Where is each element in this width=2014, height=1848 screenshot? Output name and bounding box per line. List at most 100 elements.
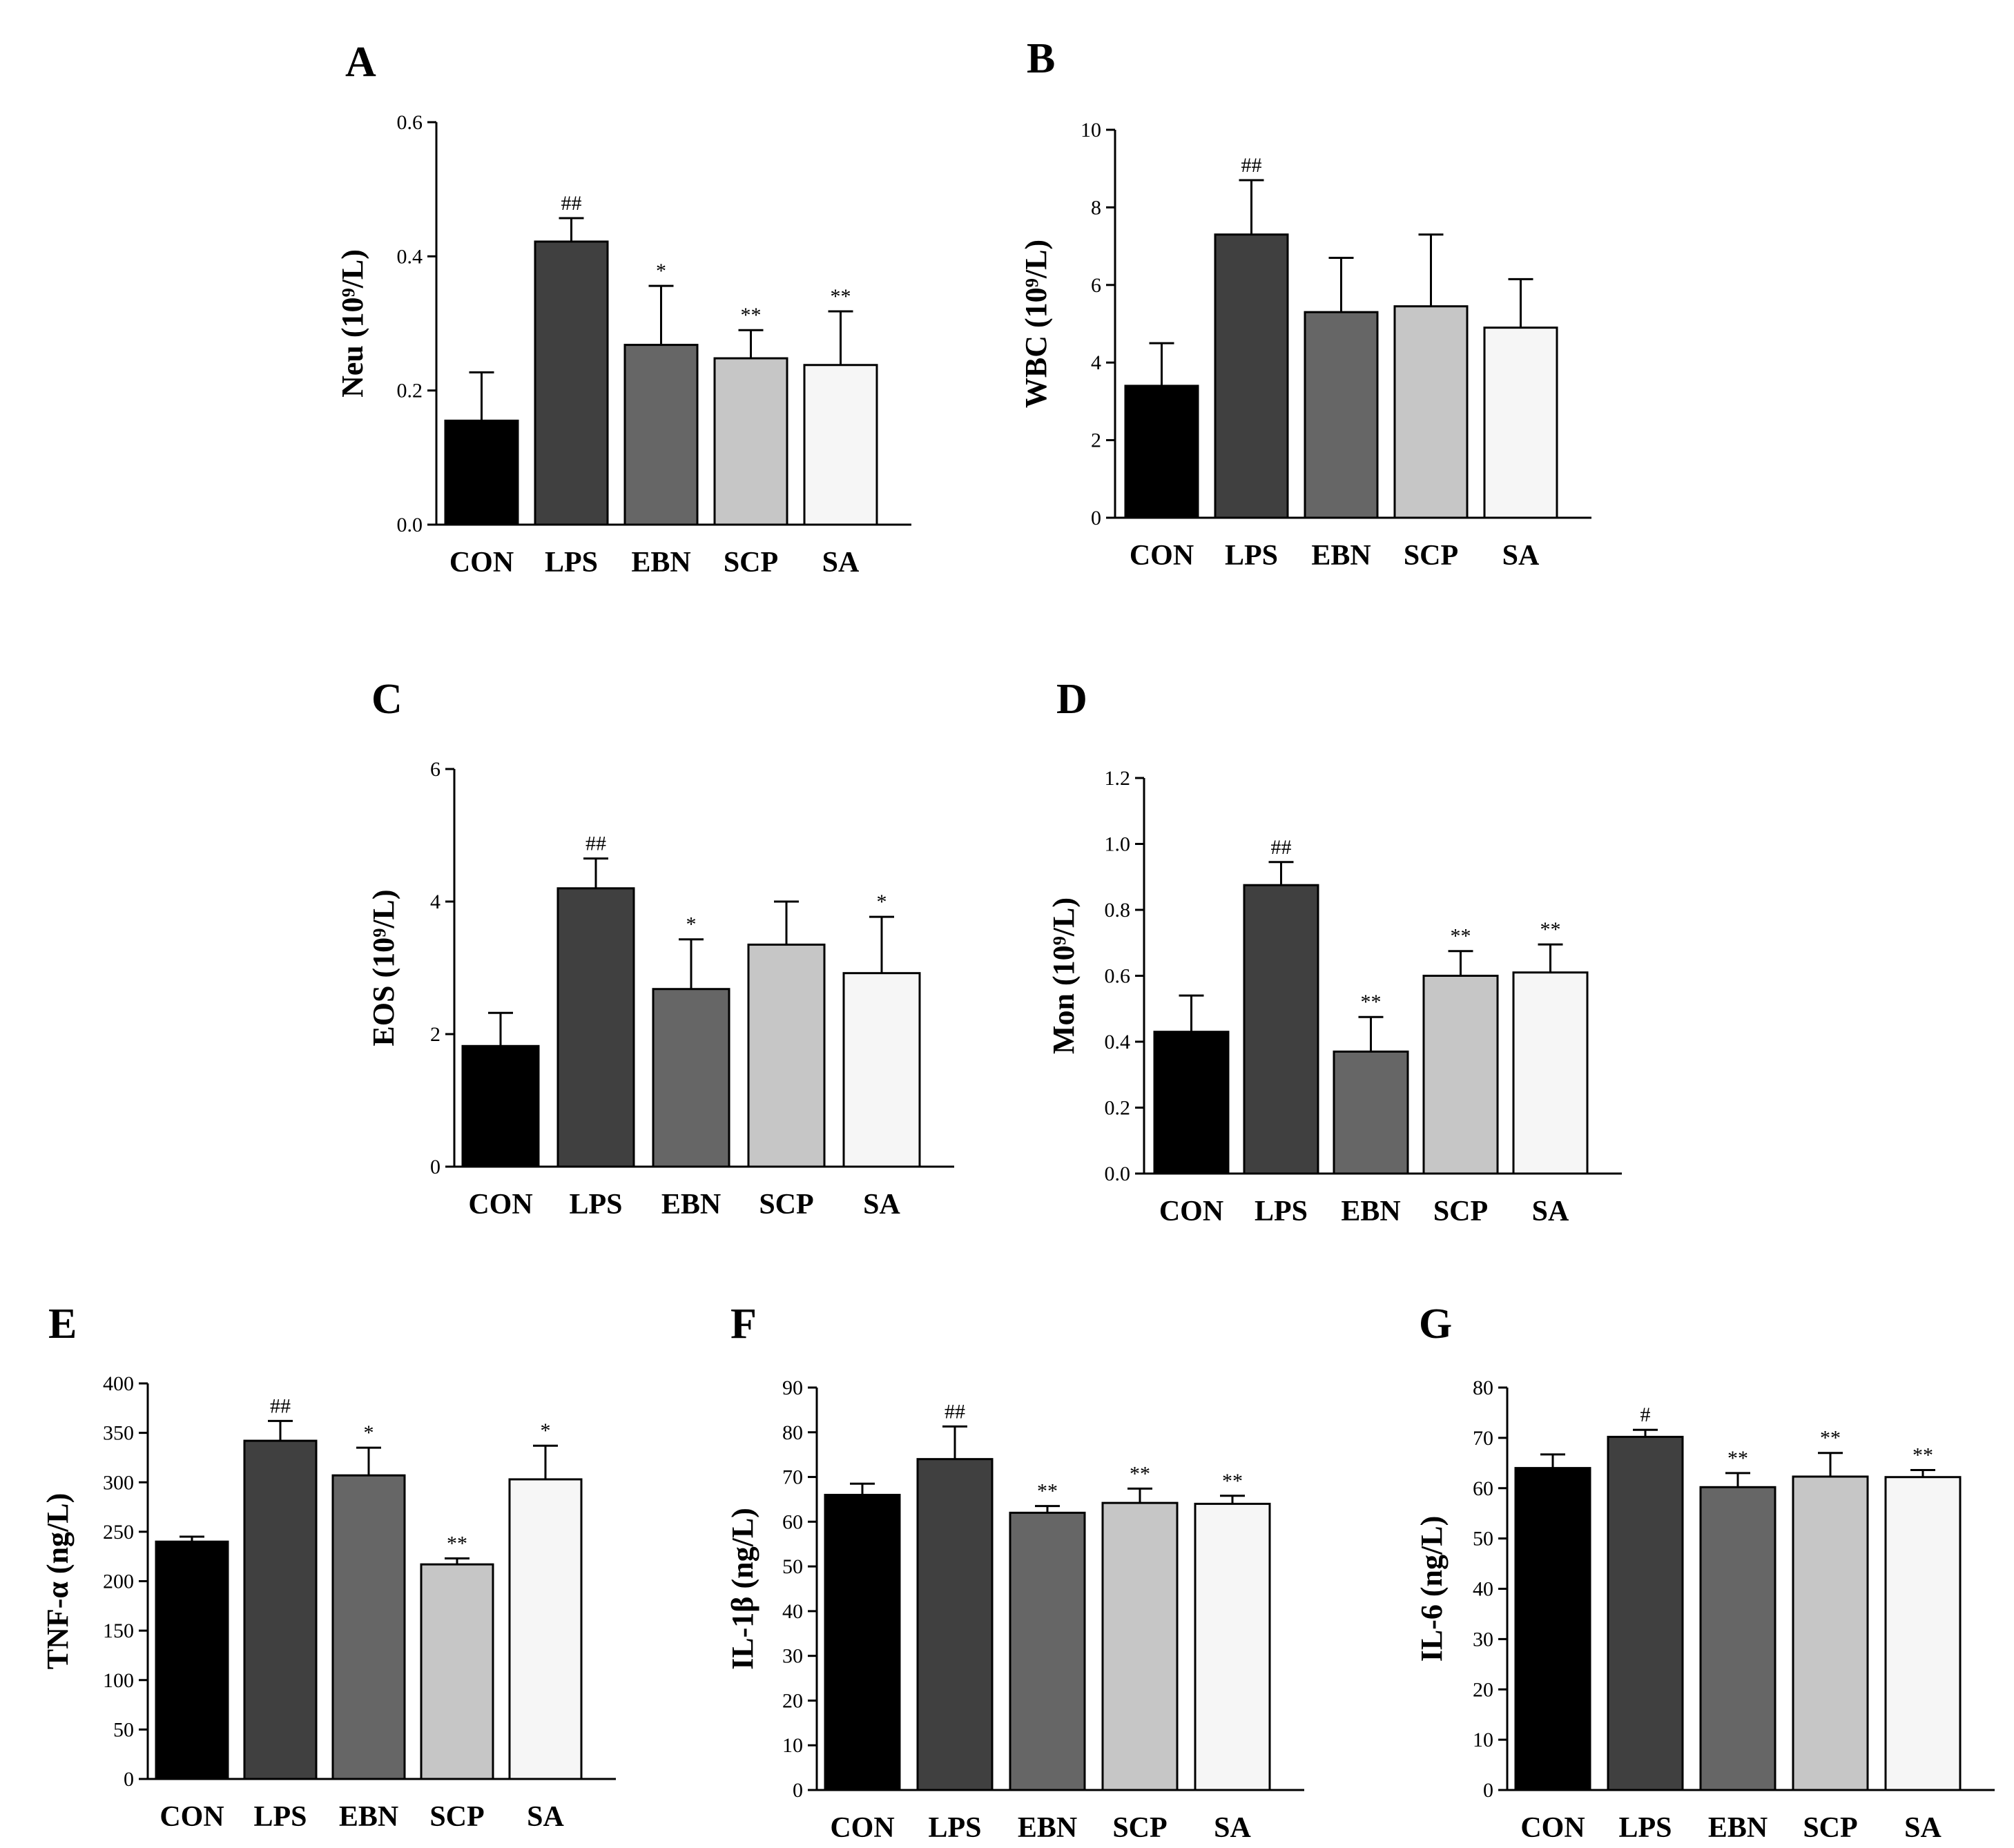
chart-panel-e: E CON ## LPS * EBN ** SCP * SA 0 50 100 150 200 250 300 3… [41, 1301, 616, 1833]
bar-b-con [1124, 385, 1199, 519]
bar-a-lps [534, 240, 609, 526]
y-axis-title-c: EOS (10⁹/L) [367, 889, 400, 1046]
category-label-c-sa: SA [863, 1189, 900, 1220]
bar-g-sa [1884, 1476, 1962, 1791]
chart-panel-a: A CON ## LPS * EBN ** SCP ** SA 0.0 0.2 0.4 0.6 Neu (1… [336, 39, 911, 578]
significance-e-sa: * [541, 1419, 551, 1442]
y-tick-label-c: 2 [430, 1023, 440, 1046]
category-label-e-sa: SA [527, 1801, 564, 1833]
chart-panel-g: G CON # LPS ** EBN ** SCP ** SA 0 10 20 30 40 50 60 70 80 I… [1415, 1301, 1995, 1844]
y-tick-label-d: 0.8 [1105, 899, 1131, 922]
y-tick-label-b: 8 [1091, 196, 1101, 219]
category-label-c-scp: SCP [759, 1189, 813, 1220]
bar-b-sa [1483, 327, 1558, 519]
bar-f-ebn [1009, 1511, 1086, 1791]
y-tick-label-f: 10 [782, 1734, 803, 1757]
category-label-f-con: CON [830, 1812, 894, 1844]
category-label-e-con: CON [159, 1801, 224, 1833]
category-label-f-ebn: EBN [1018, 1812, 1077, 1844]
significance-g-ebn: ** [1727, 1447, 1748, 1470]
category-label-d-sa: SA [1532, 1196, 1569, 1227]
category-label-b-ebn: EBN [1311, 540, 1371, 572]
significance-a-ebn: * [656, 260, 666, 282]
bar-c-lps [556, 887, 635, 1168]
y-tick-label-f: 80 [782, 1421, 803, 1444]
y-tick-label-c: 6 [430, 758, 440, 781]
y-tick-label-c: 4 [430, 891, 440, 913]
y-tick-label-a: 0.0 [397, 514, 423, 536]
bar-f-lps [916, 1458, 994, 1791]
bar-a-scp [713, 357, 788, 526]
significance-g-sa: ** [1913, 1444, 1933, 1467]
significance-g-scp: ** [1820, 1427, 1841, 1450]
category-label-b-sa: SA [1502, 540, 1540, 572]
significance-f-lps: ## [945, 1400, 965, 1423]
category-label-e-scp: SCP [429, 1801, 484, 1833]
bar-b-lps [1214, 233, 1289, 519]
y-axis-title-g: IL-6 (ng/L) [1415, 1516, 1449, 1662]
bar-g-con [1514, 1467, 1591, 1791]
y-axis-title-f: IL-1β (ng/L) [726, 1508, 759, 1670]
category-label-d-con: CON [1159, 1196, 1223, 1227]
y-tick-label-f: 90 [782, 1377, 803, 1399]
chart-panel-f: F CON ## LPS ** EBN ** SCP ** SA 0 10 20 30 40 50 60 70 80… [726, 1301, 1304, 1844]
bar-e-lps [243, 1439, 318, 1780]
category-label-g-con: CON [1520, 1812, 1585, 1844]
significance-e-ebn: * [364, 1421, 374, 1444]
panel-letter-f: F [730, 1301, 757, 1348]
category-label-b-con: CON [1130, 540, 1194, 572]
significance-c-sa: * [877, 891, 887, 913]
bar-g-scp [1792, 1475, 1869, 1791]
y-tick-label-d: 1.0 [1105, 833, 1131, 856]
y-tick-label-f: 60 [782, 1510, 803, 1533]
significance-f-ebn: ** [1037, 1480, 1058, 1503]
category-label-g-scp: SCP [1803, 1812, 1857, 1844]
chart-panel-b: B CON ## LPS EBN SCP SA 0 2 4 6 8 10 WBC (10⁹/L) [1019, 35, 1591, 572]
bar-b-ebn [1304, 311, 1379, 519]
category-label-e-ebn: EBN [339, 1801, 398, 1833]
panel-letter-a: A [345, 39, 376, 86]
y-tick-label-d: 0.4 [1105, 1031, 1131, 1053]
y-tick-label-b: 10 [1081, 119, 1101, 142]
y-tick-label-g: 80 [1473, 1377, 1493, 1399]
panel-letter-c: C [371, 676, 403, 723]
category-label-f-scp: SCP [1112, 1812, 1167, 1844]
bar-c-sa [842, 972, 921, 1168]
category-label-a-lps: LPS [545, 547, 598, 578]
y-tick-label-g: 40 [1473, 1578, 1493, 1601]
bar-d-sa [1512, 971, 1589, 1175]
significance-c-ebn: * [686, 913, 697, 936]
significance-f-sa: ** [1222, 1470, 1243, 1492]
chart-panel-c: C CON ## LPS * EBN SCP * SA 0 2 4 6 EOS (10⁹/L) [367, 676, 954, 1220]
category-label-f-sa: SA [1214, 1812, 1251, 1844]
category-label-c-con: CON [468, 1189, 532, 1220]
bar-g-lps [1607, 1435, 1684, 1791]
y-tick-label-g: 10 [1473, 1729, 1493, 1751]
y-tick-label-c: 0 [430, 1156, 440, 1178]
category-label-d-lps: LPS [1255, 1196, 1308, 1227]
y-tick-label-e: 100 [103, 1669, 134, 1692]
y-tick-label-e: 300 [103, 1471, 134, 1494]
significance-c-lps: ## [585, 833, 606, 855]
y-tick-label-f: 30 [782, 1645, 803, 1668]
significance-b-lps: ## [1241, 154, 1262, 177]
y-tick-label-a: 0.2 [397, 380, 423, 402]
category-label-a-ebn: EBN [631, 547, 690, 578]
bar-e-sa [508, 1478, 583, 1780]
y-tick-label-g: 60 [1473, 1477, 1493, 1500]
bar-c-ebn [652, 988, 730, 1168]
bar-c-con [461, 1044, 540, 1168]
y-axis-title-a: Neu (10⁹/L) [336, 249, 369, 398]
bar-e-ebn [331, 1474, 406, 1780]
significance-d-scp: ** [1451, 925, 1471, 948]
bar-e-scp [420, 1563, 494, 1780]
significance-e-scp: ** [447, 1533, 467, 1555]
y-tick-label-e: 400 [103, 1372, 134, 1395]
bar-a-ebn [623, 344, 699, 526]
bar-f-con [824, 1493, 901, 1791]
significance-d-sa: ** [1540, 918, 1561, 941]
panel-letter-e: E [48, 1301, 77, 1348]
significance-a-scp: ** [741, 304, 762, 327]
y-tick-label-g: 50 [1473, 1528, 1493, 1550]
